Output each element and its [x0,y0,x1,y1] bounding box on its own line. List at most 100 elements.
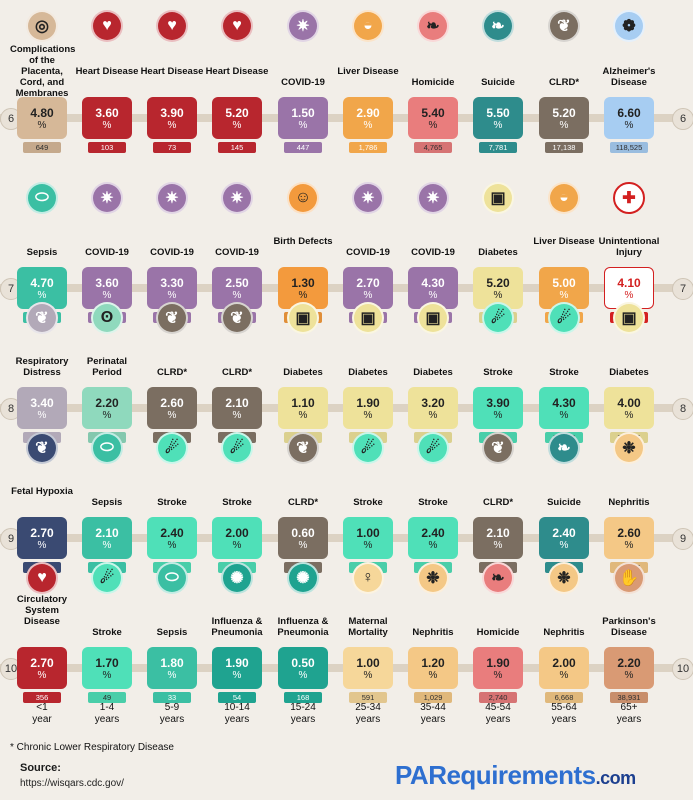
heart-icon: ♥ [156,10,188,42]
virus-icon: ✷ [156,182,188,214]
rank-number-right: 7 [672,278,693,300]
rate-unit: % [493,539,503,551]
rate-unit: % [37,539,47,551]
bacteria-icon: ⬭ [91,432,123,464]
rate-tile: 5.20% [212,97,262,139]
death-count: 103 [88,142,126,153]
rate-unit: % [363,539,373,551]
rate-value: 4.10 [617,275,641,290]
source-url[interactable]: https://wisqars.cdc.gov/ [20,778,124,789]
rate-tile: 1.90% [343,387,393,429]
rate-unit: % [232,289,242,301]
rate-value: 4.80 [30,105,54,120]
cause-label: Diabetes [413,367,453,378]
rate-value: 1.80 [160,655,184,670]
rate-tile: 2.10% [212,387,262,429]
cause-label: Stroke [549,367,579,378]
death-count: 1,029 [414,692,452,703]
age-unit: years [94,714,120,725]
rate-unit: % [493,669,503,681]
age-range: 65+ [620,702,638,713]
age-range: 15-24 [290,702,316,713]
rate-value: 2.00 [225,525,249,540]
rank-number-right: 9 [672,528,693,550]
age-group-label: 25-34 years [338,702,398,726]
glucose-meter-icon: ▣ [417,302,449,334]
rate-unit: % [363,409,373,421]
cause-label: Sepsis [26,247,58,258]
death-count: 168 [284,692,322,703]
age-unit: years [420,714,446,725]
umbilical-icon: ʘ [91,302,123,334]
death-count: 4,765 [414,142,452,153]
cause-label: Diabetes [478,247,518,258]
rank-number-right: 6 [672,108,693,130]
rate-tile: 0.50% [278,647,328,689]
death-count: 649 [23,142,61,153]
rate-value: 4.30 [421,275,445,290]
cause-label: Birth Defects [273,236,333,247]
cause-label: Circulatory System Disease [16,594,68,627]
kidneys-icon: ❉ [548,562,580,594]
cause-label: Suicide [547,497,581,508]
rate-tile: 1.80% [147,647,197,689]
age-unit: years [616,714,642,725]
rate-tile: 1.90% [473,647,523,689]
death-count: 33 [153,692,191,703]
rate-tile: 2.20% [82,387,132,429]
rate-unit: % [102,119,112,131]
rate-unit: % [428,669,438,681]
brand-logo[interactable]: PARequirements.com [395,760,636,791]
age-unit: years [159,714,185,725]
rate-tile: 5.50% [473,97,523,139]
rate-tile: 2.00% [212,517,262,559]
death-count: 17,138 [545,142,583,153]
rate-unit: % [232,539,242,551]
age-group-label: 1-4 years [77,702,137,726]
rate-value: 5.20 [225,105,249,120]
rate-unit: % [493,119,503,131]
liver-icon: ◒ [352,10,384,42]
brand-suffix: .com [595,768,637,788]
age-group-label: 45-54 years [468,702,528,726]
virus-icon: ✷ [221,182,253,214]
rate-tile: 2.40% [408,517,458,559]
rate-unit: % [298,669,308,681]
rate-value: 3.30 [160,275,184,290]
rate-unit: % [428,409,438,421]
hand-icon: ✋ [613,562,645,594]
rate-tile: 5.20% [473,267,523,309]
rate-tile: 1.10% [278,387,328,429]
rate-unit: % [624,409,634,421]
rate-unit: % [428,119,438,131]
kidneys-icon: ❉ [613,432,645,464]
cause-label: Sepsis [91,497,123,508]
rate-value: 0.50 [291,655,315,670]
virus-icon: ✷ [352,182,384,214]
rate-value: 2.50 [225,275,249,290]
ribbon-red-icon: ❧ [417,10,449,42]
rate-unit: % [624,289,634,301]
rate-unit: % [298,119,308,131]
cause-label: Parkinson's Disease [602,616,656,638]
rate-tile: 1.30% [278,267,328,309]
rate-value: 5.50 [486,105,510,120]
rate-unit: % [232,119,242,131]
rate-value: 3.60 [95,275,119,290]
rate-tile: 3.90% [473,387,523,429]
rank-number-right: 10 [672,658,693,680]
rate-unit: % [167,119,177,131]
cause-label: Respiratory Distress [15,356,69,378]
cause-label: Heart Disease [205,66,269,77]
age-group-label: 55-64 years [534,702,594,726]
death-count: 54 [218,692,256,703]
rate-tile: 5.40% [408,97,458,139]
pregnant-icon: ♀ [352,562,384,594]
footnote: * Chronic Lower Respiratory Disease [10,742,174,753]
rate-tile: 1.70% [82,647,132,689]
death-count: 356 [23,692,61,703]
rate-tile: 3.40% [17,387,67,429]
cause-label: Complications of the Placenta, Cord, and… [10,44,76,99]
rate-tile: 1.00% [343,647,393,689]
